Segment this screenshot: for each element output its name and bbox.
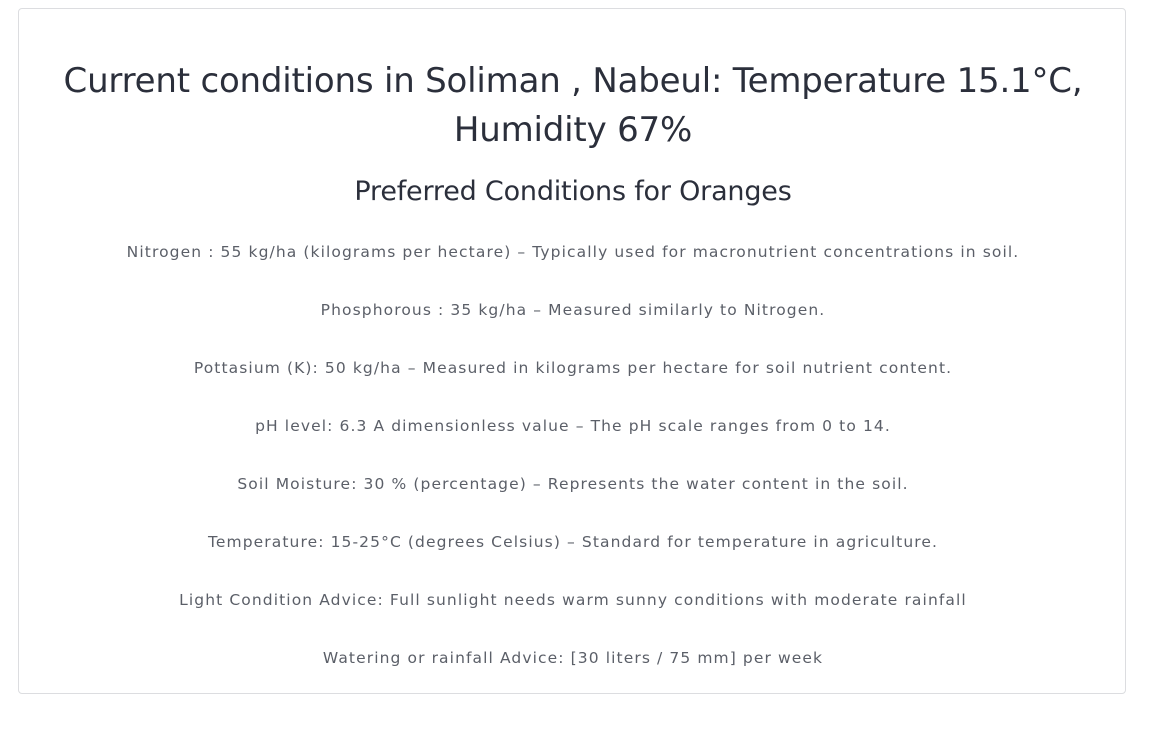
condition-soil-moisture: Soil Moisture: 30 % (percentage) – Repre… [237,475,909,493]
condition-nitrogen: Nitrogen : 55 kg/ha (kilograms per hecta… [126,243,1020,261]
condition-temperature: Temperature: 15-25°C (degrees Celsius) –… [207,533,939,551]
current-conditions-title: Current conditions in Soliman , Nabeul: … [63,61,1083,150]
condition-phosphorous: Phosphorous : 35 kg/ha – Measured simila… [320,301,826,319]
condition-light-advice: Light Condition Advice: Full sunlight ne… [179,591,967,609]
condition-potassium: Pottasium (K): 50 kg/ha – Measured in ki… [193,359,953,377]
condition-watering-advice: Watering or rainfall Advice: [30 liters … [322,649,824,667]
conditions-list: Nitrogen : 55 kg/ha (kilograms per hecta… [19,240,1127,704]
condition-ph-level: pH level: 6.3 A dimensionless value – Th… [255,417,891,435]
preferred-conditions-heading: Preferred Conditions for Oranges [354,176,792,207]
conditions-card: Current conditions in Soliman , Nabeul: … [18,8,1126,694]
